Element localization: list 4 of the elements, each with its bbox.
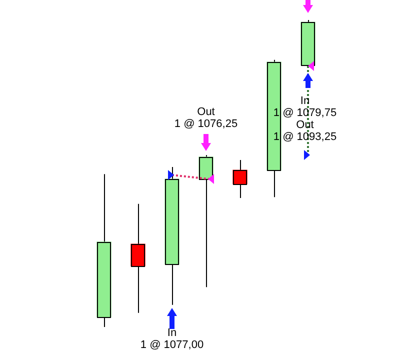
annotation: Out 1 @ 1076,25 [174,106,238,130]
annotation: In 1 @ 1077,00 [140,327,204,351]
annotation: In 1 @ 1079,75 [273,95,337,119]
annotation: Out 1 @ 1093,25 [273,119,337,143]
